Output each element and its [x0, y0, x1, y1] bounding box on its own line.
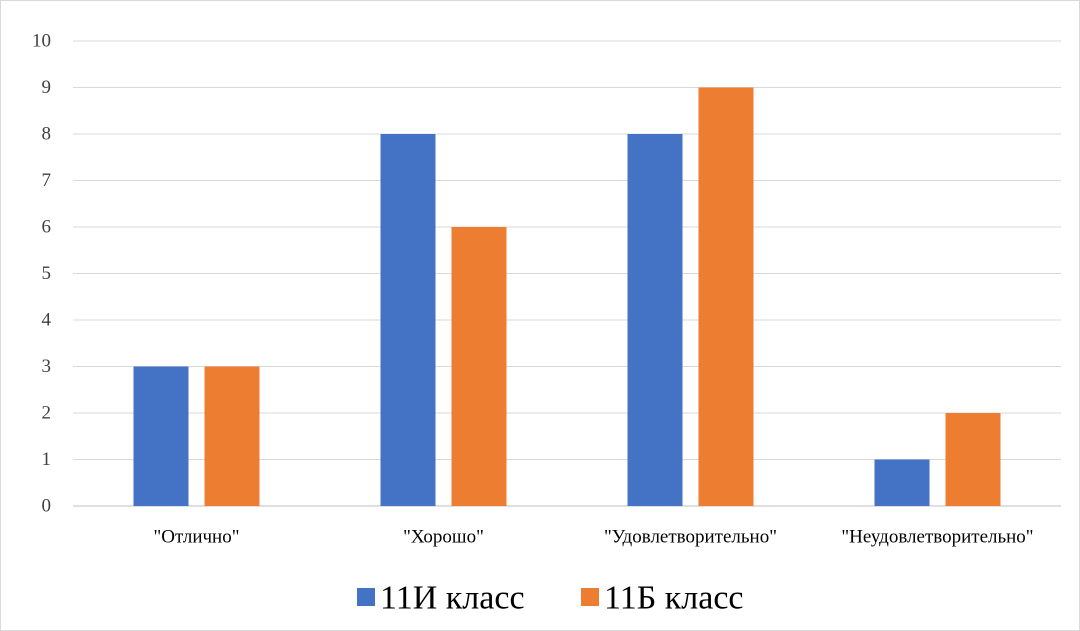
x-category-label-0: "Отлично": [154, 527, 240, 548]
bar-series0-cat1: [381, 134, 436, 506]
x-category-label-3: "Неудовлетворительно": [841, 527, 1033, 548]
legend-swatch-0: [357, 588, 375, 606]
x-category-label-1: "Хорошо": [403, 527, 484, 548]
y-tick-label-1: 1: [42, 449, 52, 470]
bars: [134, 88, 1001, 507]
y-tick-label-8: 8: [42, 124, 52, 145]
y-tick-label-9: 9: [42, 77, 52, 98]
x-category-label-2: "Удовлетворительно": [604, 527, 777, 548]
legend: 11И класс 11Б класс: [357, 580, 744, 617]
bar-series1-cat0: [205, 367, 260, 507]
y-tick-label-0: 0: [42, 496, 52, 517]
bar-series0-cat0: [134, 367, 189, 507]
legend-label-0: 11И класс: [380, 580, 525, 617]
y-tick-label-7: 7: [42, 170, 52, 191]
legend-label-1: 11Б класс: [604, 580, 744, 617]
y-tick-label-2: 2: [42, 403, 52, 424]
bar-series1-cat1: [452, 227, 507, 506]
bar-series0-cat2: [628, 134, 683, 506]
bar-series1-cat3: [946, 413, 1001, 506]
bar-series0-cat3: [875, 460, 930, 507]
legend-swatch-1: [581, 588, 599, 606]
x-axis-category-labels: "Отлично" "Хорошо" "Удовлетворительно" "Неу…: [154, 527, 1034, 548]
bar-series1-cat2: [699, 88, 754, 507]
y-tick-label-4: 4: [42, 310, 52, 331]
y-tick-label-6: 6: [42, 217, 52, 238]
y-tick-label-10: 10: [32, 31, 51, 52]
y-axis-tick-labels: 0 1 2 3 4 5 6 7 8 9 10: [32, 31, 52, 517]
y-tick-label-3: 3: [42, 356, 52, 377]
y-tick-label-5: 5: [42, 263, 52, 284]
